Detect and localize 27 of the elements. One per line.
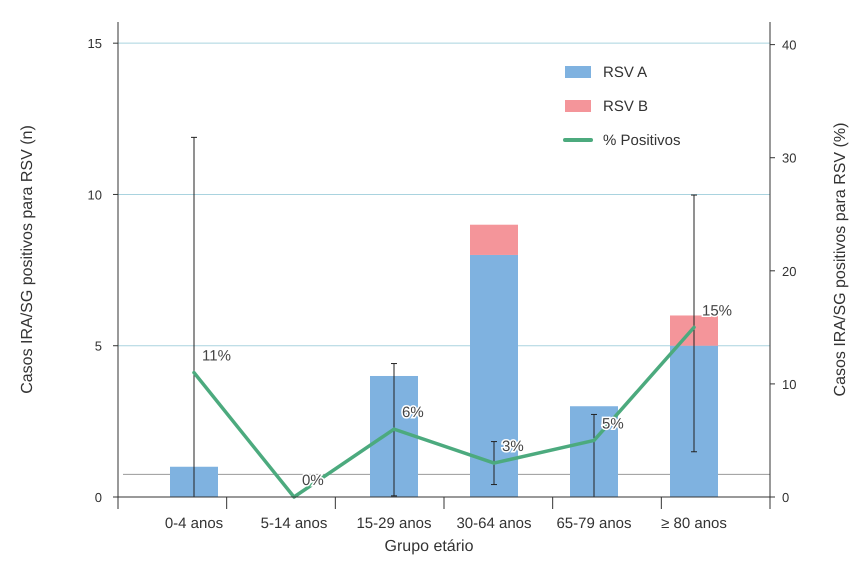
data-label: 11%: [202, 348, 231, 365]
legend-label: RSV B: [603, 98, 648, 115]
legend-label: RSV A: [603, 64, 648, 81]
x-tick-label: ≥ 80 anos: [661, 515, 727, 532]
x-tick-label: 65-79 anos: [556, 515, 632, 532]
x-tick-label: 5-14 anos: [260, 515, 328, 532]
bar: [470, 224, 518, 255]
data-label: 15%: [702, 302, 732, 320]
y-axis-title: Casos IRA/SG positivos para RSV (n): [19, 125, 36, 394]
bar: [670, 346, 718, 497]
y2-tick-label: 30: [782, 150, 796, 166]
x-tick-label: 30-64 anos: [456, 515, 532, 532]
y-tick-label: 0: [94, 490, 102, 505]
y2-tick-label: 20: [782, 264, 796, 279]
y-tick-label: 5: [94, 338, 102, 354]
x-tick-label: 0-4 anos: [164, 515, 224, 532]
y-tick-label: 15: [88, 36, 102, 52]
y-tick-label: 10: [88, 187, 102, 202]
x-tick-label: 15-29 anos: [356, 515, 432, 532]
line-series: [192, 326, 696, 499]
y2-axis-title: Casos IRA/SG positivos para RSV (%): [832, 122, 849, 396]
y2-tick-label: 40: [782, 38, 796, 53]
legend-label: % Positivos: [603, 132, 681, 149]
x-axis-title: Grupo etário: [384, 538, 474, 555]
bar: [170, 466, 218, 497]
y2-tick-label: 10: [782, 376, 796, 392]
y2-tick-label: 0: [782, 490, 790, 505]
